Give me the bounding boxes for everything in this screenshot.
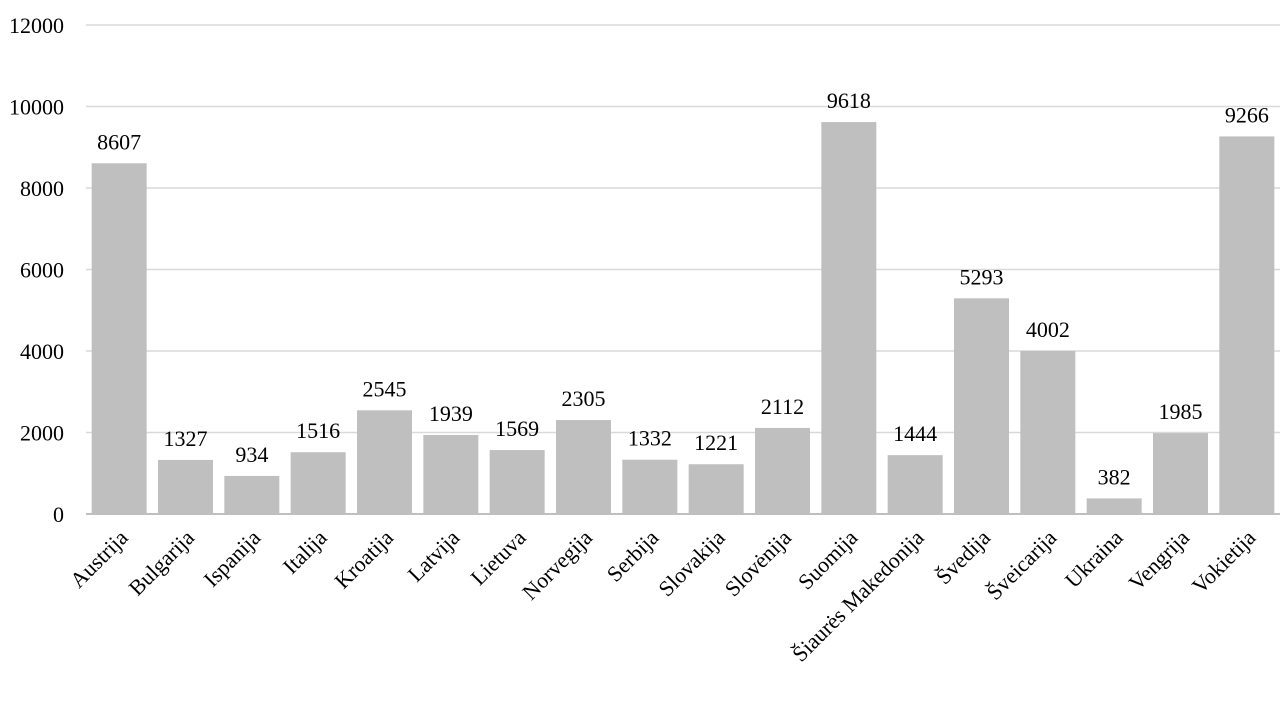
- x-tick-label: Vengrija: [1124, 525, 1195, 596]
- data-label: 1444: [893, 421, 937, 446]
- x-tick-label: Bulgarija: [123, 525, 199, 601]
- bar-5: [357, 410, 412, 514]
- y-tick-label: 8000: [20, 176, 64, 201]
- bar-9: [622, 459, 678, 514]
- x-tick-label: Ukraina: [1060, 525, 1128, 593]
- bar-17: [1153, 433, 1208, 514]
- gridlines: [86, 24, 1280, 434]
- data-label: 1327: [164, 426, 208, 451]
- bar-8: [556, 420, 611, 514]
- data-label: 5293: [960, 264, 1004, 289]
- x-tick-label: Kroatija: [329, 525, 398, 594]
- y-tick-label: 12000: [9, 13, 64, 38]
- data-label: 8607: [97, 129, 141, 154]
- bar-11: [755, 427, 810, 514]
- data-label: 2545: [363, 376, 407, 401]
- x-tick-label: Slovėnija: [720, 525, 797, 602]
- bar-18: [1219, 136, 1275, 514]
- data-label: 9618: [827, 88, 871, 113]
- bar-2: [158, 459, 213, 514]
- y-tick-label: 0: [53, 502, 64, 527]
- x-tick-label: Švedija: [931, 525, 996, 590]
- bar-4: [290, 452, 346, 514]
- x-tick-label: Norvegija: [517, 525, 597, 605]
- x-tick-label: Italija: [278, 525, 332, 579]
- bar-6: [423, 434, 479, 514]
- bar-3: [224, 475, 280, 514]
- data-label: 1985: [1159, 399, 1203, 424]
- data-label: 934: [235, 442, 268, 467]
- x-tick-label: Serbija: [602, 525, 664, 587]
- bar-16: [1086, 498, 1142, 514]
- x-tick-label: Slovakija: [653, 525, 730, 602]
- data-label: 1939: [429, 401, 473, 426]
- y-tick-label: 4000: [20, 339, 64, 364]
- bar-14: [954, 298, 1009, 514]
- data-label: 1221: [694, 430, 738, 455]
- data-label: 9266: [1225, 102, 1269, 127]
- data-label: 4002: [1026, 317, 1070, 342]
- data-label: 2305: [562, 386, 606, 411]
- bars: [91, 122, 1275, 514]
- x-tick-label: Latvija: [403, 525, 465, 587]
- y-tick-labels: 0 2000 4000 6000 8000 10000 12000: [9, 13, 64, 527]
- data-labels: 8607 1327 934 1516 2545 1939 1569 2305 1332 1221 2…: [97, 88, 1269, 489]
- x-tick-label: Vokietija: [1187, 525, 1261, 599]
- x-tick-label: Lietuva: [466, 525, 531, 590]
- data-label: 1332: [628, 426, 672, 451]
- y-tick-label: 6000: [20, 258, 64, 283]
- data-label: 2112: [761, 394, 804, 419]
- data-label: 1569: [495, 416, 539, 441]
- bar-7: [489, 450, 545, 514]
- bar-10: [688, 464, 744, 514]
- y-tick-label: 2000: [20, 421, 64, 446]
- bar-1: [91, 163, 147, 514]
- y-tick-label: 10000: [9, 95, 64, 120]
- data-label: 382: [1098, 464, 1131, 489]
- bar-15: [1020, 350, 1076, 514]
- bar-13: [887, 455, 943, 514]
- x-tick-label: Šveicarija: [981, 525, 1061, 605]
- data-label: 1516: [296, 418, 340, 443]
- bar-12: [821, 122, 877, 514]
- x-tick-label: Ispanija: [198, 525, 265, 592]
